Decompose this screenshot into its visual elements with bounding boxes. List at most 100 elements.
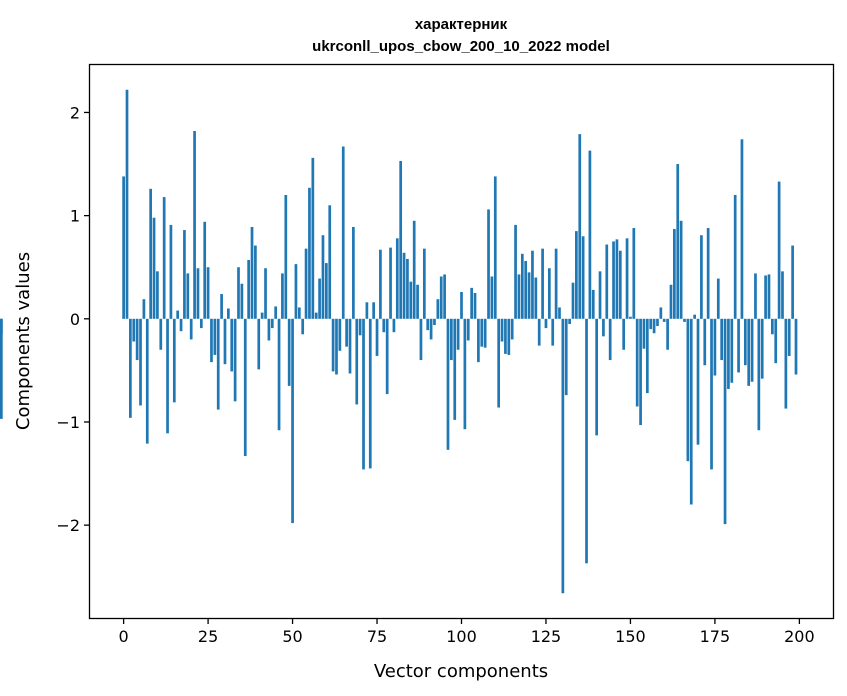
bar-169 (693, 314, 696, 319)
bar-82 (399, 160, 403, 319)
bar-18 (183, 230, 186, 319)
x-tick-label: 200 (784, 627, 815, 646)
bar-190 (764, 275, 767, 319)
bar-122 (534, 277, 538, 319)
bar-2 (129, 318, 132, 418)
bar-111 (497, 318, 501, 408)
bar-91 (429, 318, 433, 340)
bar-149 (625, 238, 629, 319)
bar-32 (230, 318, 234, 372)
bar-66 (345, 318, 348, 347)
bar-38 (250, 226, 254, 319)
bar-11 (159, 318, 163, 350)
bar-174 (710, 318, 713, 470)
bar-108 (487, 209, 490, 319)
bar-189 (760, 318, 764, 379)
bar-58 (318, 278, 321, 319)
bar-148 (622, 318, 626, 350)
bar-133 (571, 282, 575, 319)
bar-141 (598, 271, 602, 319)
bar-157 (652, 318, 656, 334)
bar-196 (784, 318, 788, 409)
bar-45 (274, 306, 278, 319)
bar-35 (240, 283, 244, 319)
bar-137 (585, 318, 588, 564)
y-tick-label: 1 (70, 207, 80, 226)
bar-67 (348, 318, 352, 374)
bar-23 (199, 318, 203, 329)
bar-42 (264, 268, 267, 319)
bar-159 (659, 307, 663, 319)
bar-113 (504, 318, 507, 354)
bar-43 (267, 318, 271, 341)
bar-74 (372, 302, 376, 319)
bar-97 (450, 318, 453, 361)
bar-175 (713, 318, 717, 376)
bar-84 (406, 258, 409, 319)
bar-39 (254, 245, 257, 319)
bar-185 (747, 318, 751, 386)
bar-70 (358, 318, 362, 336)
bar-53 (301, 318, 305, 335)
bar-170 (696, 318, 700, 445)
x-tick-label: 150 (615, 627, 646, 646)
bar-176 (716, 278, 720, 319)
bar-119 (524, 261, 528, 319)
bar-109 (490, 276, 494, 319)
bar-57 (314, 312, 318, 319)
bar-92 (433, 318, 436, 325)
bar-188 (757, 318, 761, 431)
bar-197 (787, 318, 791, 356)
bar-117 (517, 274, 521, 319)
bar-135 (578, 134, 582, 319)
bar-78 (385, 318, 389, 395)
bar-150 (629, 316, 632, 319)
bar-52 (297, 307, 301, 319)
bar-193 (774, 318, 778, 364)
bar-40 (257, 318, 261, 370)
bar-47 (281, 273, 284, 319)
bar-156 (649, 318, 653, 330)
bar-14 (169, 224, 173, 319)
bar-161 (666, 318, 669, 350)
x-tick-label: 75 (367, 627, 387, 646)
bar-20 (189, 318, 193, 340)
x-axis-label: Vector components (374, 661, 548, 682)
bar-95 (443, 274, 446, 319)
bar-160 (662, 318, 666, 322)
bar-85 (409, 281, 413, 319)
bar-105 (477, 318, 480, 363)
bar-68 (352, 226, 355, 319)
bar-143 (605, 244, 609, 319)
bar-180 (730, 318, 734, 383)
bar-46 (277, 318, 281, 431)
bar-164 (676, 164, 680, 319)
bar-173 (706, 228, 710, 319)
bar-116 (514, 224, 517, 319)
bar-151 (632, 228, 636, 319)
bar-139 (591, 289, 595, 319)
bar-7 (145, 318, 149, 444)
bar-60 (324, 263, 328, 319)
y-tick-label: 2 (70, 103, 80, 122)
bar-187 (754, 273, 757, 319)
bars-group (0, 89, 798, 594)
bar-163 (673, 229, 676, 319)
bar-118 (520, 253, 524, 319)
y-tick-label: −2 (56, 516, 80, 535)
bar-19 (186, 273, 190, 319)
bar-26 (210, 318, 213, 363)
bar-51 (294, 264, 298, 319)
bar-5 (139, 318, 142, 406)
bar-162 (669, 284, 673, 319)
bar-94 (439, 276, 443, 319)
bar-21 (193, 131, 196, 319)
bar-158 (656, 318, 659, 327)
chart-subtitle: ukrconll_upos_cbow_200_10_2022 model (312, 38, 610, 55)
bar-104 (473, 293, 477, 319)
bar-25 (206, 267, 210, 319)
bar-93 (436, 299, 440, 319)
x-tick-label: 25 (198, 627, 218, 646)
bar-1 (125, 89, 129, 319)
bar-41 (260, 312, 264, 319)
